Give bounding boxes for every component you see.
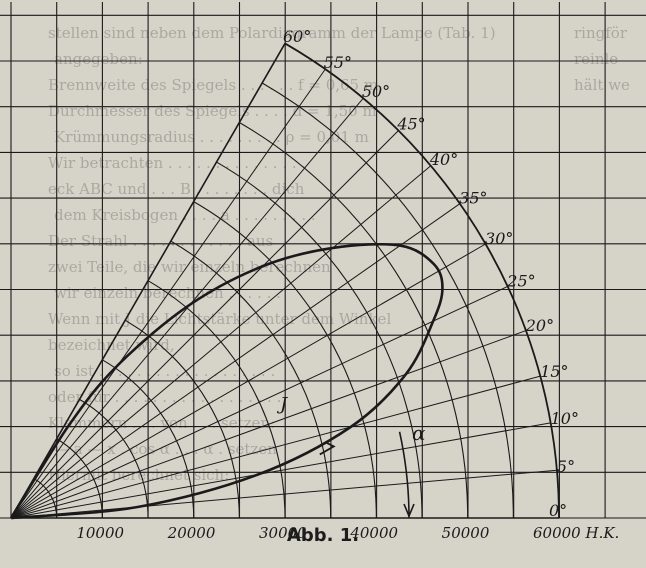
angle-label: 45° <box>396 115 425 134</box>
margin-text-line: hält we <box>574 76 630 94</box>
intensity-curve <box>9 242 444 520</box>
angle-ray <box>10 375 541 519</box>
background-text-line: Brennweite des Spiegels . . . . . . f = … <box>48 76 379 94</box>
angle-label: 0° <box>549 501 567 520</box>
background-text-line: zwei Teile, die wir einzeln berechnen <box>48 258 331 276</box>
intensity-curve-line <box>9 242 444 520</box>
margin-text-line: reinle <box>574 50 619 68</box>
angle-label: 5° <box>557 457 575 476</box>
figure-caption: Abb. 1. <box>286 525 360 546</box>
curve-label: J <box>276 394 289 415</box>
background-text-line: Wenn mit J die Lichtstärke unter dem Win… <box>48 310 392 328</box>
x-tick-label: 10000 <box>76 524 124 542</box>
angle-label: 10° <box>551 409 579 428</box>
alpha-arrow-head <box>403 503 415 519</box>
arc-label: α <box>412 421 426 445</box>
angle-ray <box>10 203 461 519</box>
diagram-labels: 10000 20000 30000 40000 50000 60000 H.K. 0° 5° 1… <box>76 27 619 542</box>
angle-ray <box>10 165 432 519</box>
angle-ray <box>10 469 557 519</box>
angle-ray <box>10 43 286 519</box>
angle-label: 15° <box>540 362 568 381</box>
background-text-line: Wir betrachten . . . . . . . . . . . . .… <box>48 154 307 172</box>
x-tick-label: 50000 <box>442 524 490 542</box>
angle-ray <box>10 422 551 519</box>
background-text-line: dem Kreisbogen . . . . a . . . . . . . .… <box>54 206 316 224</box>
alpha-arc <box>398 431 410 519</box>
background-text-line: — a — x . cos α . . . α . setzen <box>54 440 277 458</box>
x-tick-label: 30000 <box>259 524 307 542</box>
angle-label: 40° <box>429 150 458 169</box>
background-text-line: eck ABC und . . . B . . . . . . . . dich <box>48 180 305 198</box>
angle-label: 50° <box>362 82 390 101</box>
background-text-line: Krümmungsradius . . . . . . . . . ρ = 0,… <box>54 128 369 146</box>
angle-label: 35° <box>459 188 487 207</box>
margin-text-line: ringför <box>574 24 627 42</box>
arrow-head <box>319 441 336 456</box>
x-tick-label: 40000 <box>349 524 398 542</box>
angle-label: 30° <box>485 229 513 248</box>
x-tick-label: 20000 <box>167 524 216 542</box>
angle-label: 20° <box>525 316 554 335</box>
background-text-line: Der Strahl . . . . . . . . . . . . aus <box>48 232 274 250</box>
background-text-line: angegeben: <box>54 50 143 68</box>
angle-ray <box>10 130 399 519</box>
angle-ray <box>10 285 508 519</box>
angle-label: 55° <box>324 53 352 72</box>
x-tick-label: 60000 H.K. <box>533 524 619 542</box>
background-text-line: oder für . . . . . . . . . . . . . . . .… <box>48 388 282 406</box>
angle-ray <box>10 330 527 519</box>
angle-label: 25° <box>506 272 535 291</box>
angle-label: 60° <box>283 27 311 46</box>
background-text-line: stellen sind neben dem Polardiagramm der… <box>48 24 496 42</box>
angle-ray <box>10 243 486 519</box>
angle-ray <box>10 68 326 519</box>
cartesian-grid <box>0 2 646 519</box>
